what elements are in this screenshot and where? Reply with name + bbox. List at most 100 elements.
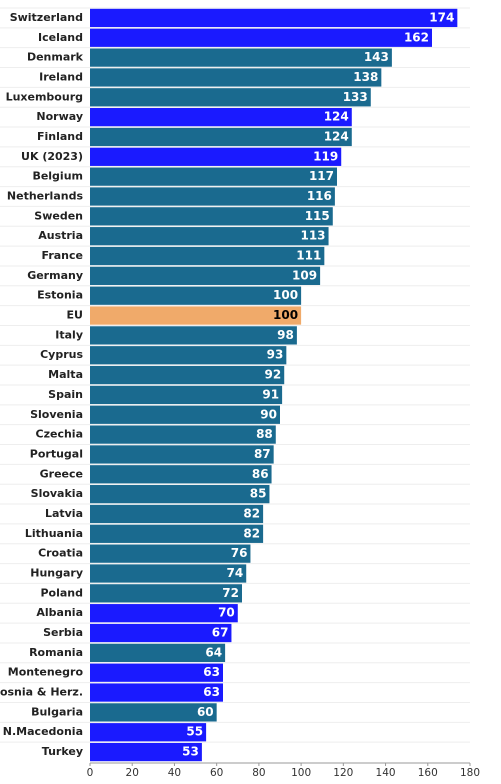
bar (90, 326, 297, 345)
bar (90, 108, 352, 127)
bar (90, 88, 371, 107)
bar (90, 524, 264, 543)
x-tick-label: 180 (460, 767, 480, 779)
bar (90, 266, 321, 285)
category-label: Turkey (42, 745, 83, 758)
category-label: N.Macedonia (3, 725, 83, 738)
category-label: UK (2023) (21, 150, 83, 163)
value-label: 119 (313, 149, 338, 163)
bar (90, 504, 264, 524)
bar (90, 385, 283, 405)
category-label: Estonia (37, 289, 83, 302)
value-label: 174 (429, 10, 454, 24)
bar (90, 346, 287, 365)
category-label: Iceland (38, 31, 83, 44)
bar (90, 425, 276, 444)
x-tick-label: 0 (87, 767, 94, 779)
x-tick-label: 120 (333, 767, 353, 779)
value-label: 87 (254, 447, 271, 461)
category-label: Sweden (34, 209, 83, 222)
value-label: 138 (353, 70, 378, 84)
value-label: 93 (267, 348, 284, 362)
value-label: 85 (250, 487, 267, 501)
bar (90, 405, 280, 424)
category-label: Ireland (39, 70, 83, 83)
category-label: Lithuania (25, 527, 83, 540)
category-label: Germany (27, 269, 83, 282)
bar (90, 68, 382, 87)
category-label: Denmark (27, 51, 84, 64)
value-label: 60 (197, 705, 214, 719)
value-label: 98 (277, 328, 294, 342)
value-label: 111 (296, 249, 321, 263)
bar (90, 663, 223, 682)
category-label: Italy (55, 328, 83, 341)
value-label: 133 (343, 90, 368, 104)
bar (90, 286, 302, 305)
bar (90, 742, 202, 762)
category-label: Latvia (45, 507, 83, 520)
value-label: 113 (300, 229, 325, 243)
bar (90, 703, 217, 722)
value-label: 64 (205, 645, 222, 659)
category-label: Romania (29, 646, 83, 659)
category-label: Netherlands (7, 190, 84, 203)
category-label: Slovakia (31, 487, 83, 500)
category-label: Finland (37, 130, 83, 143)
value-label: 162 (404, 30, 429, 44)
value-label: 53 (182, 745, 199, 759)
category-label: Poland (40, 586, 83, 599)
value-label: 143 (364, 50, 389, 64)
bar (90, 485, 270, 504)
x-tick-label: 140 (376, 767, 396, 779)
value-label: 92 (265, 368, 282, 382)
bar (90, 127, 352, 147)
x-tick-label: 160 (418, 767, 438, 779)
value-label: 124 (324, 129, 349, 143)
value-label: 74 (227, 566, 244, 580)
bar (90, 207, 333, 226)
category-label: Serbia (43, 626, 83, 639)
category-label: EU (67, 309, 83, 322)
bar (90, 604, 238, 623)
category-label: Switzerland (10, 11, 83, 24)
value-label: 55 (186, 725, 203, 739)
bar (90, 723, 207, 742)
bar (90, 564, 247, 583)
category-label: Austria (38, 229, 83, 242)
value-label: 63 (203, 665, 220, 679)
value-label: 86 (252, 467, 269, 481)
bar (90, 544, 251, 563)
category-label: Portugal (30, 447, 83, 460)
value-label: 72 (222, 586, 239, 600)
value-label: 109 (292, 268, 317, 282)
category-label: Hungary (30, 567, 83, 580)
bar (90, 48, 392, 67)
value-label: 82 (243, 526, 260, 540)
bar (90, 306, 302, 325)
category-label: Malta (48, 368, 83, 381)
x-tick-label: 80 (252, 767, 265, 779)
category-label: Belgium (32, 170, 83, 183)
category-label: Spain (48, 388, 83, 401)
bar (90, 584, 242, 603)
category-label: Croatia (38, 547, 83, 560)
bar (90, 167, 337, 186)
category-label: Albania (36, 606, 83, 619)
value-label: 100 (273, 308, 298, 322)
value-label: 90 (260, 407, 277, 421)
bar (90, 246, 325, 266)
x-tick-label: 20 (126, 767, 139, 779)
bar (90, 643, 226, 662)
bar (90, 187, 335, 206)
bar (90, 28, 432, 47)
bar (90, 465, 272, 484)
bar (90, 445, 274, 464)
category-label: Bulgaria (31, 705, 83, 718)
category-label: Norway (36, 110, 83, 123)
value-label: 91 (262, 387, 279, 401)
value-label: 67 (212, 626, 229, 640)
bar (90, 227, 329, 246)
category-label: Montenegro (8, 666, 84, 679)
